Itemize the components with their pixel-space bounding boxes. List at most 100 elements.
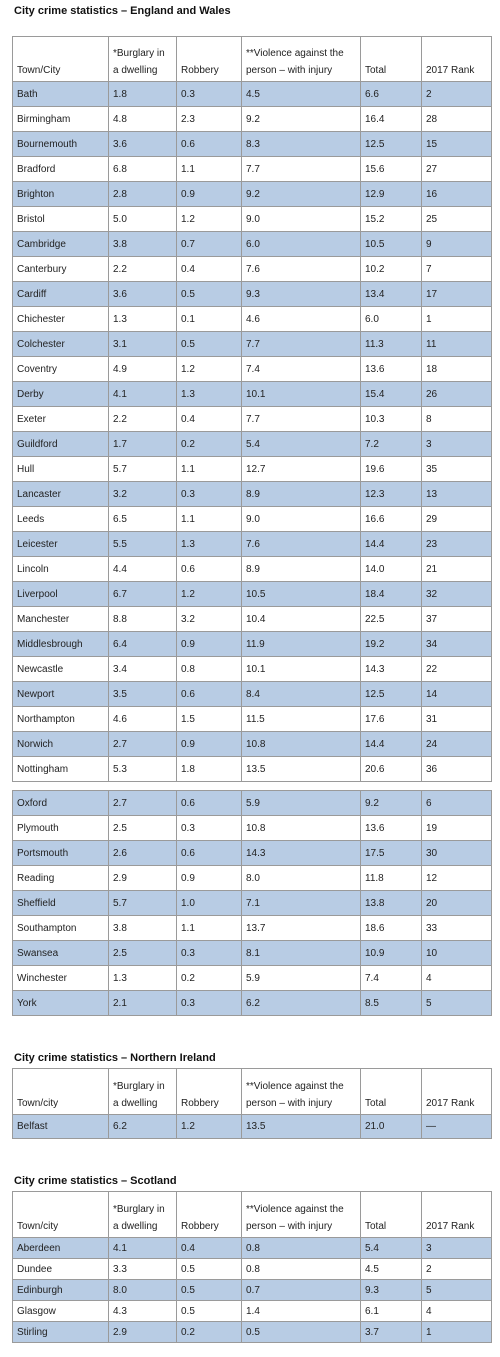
table-row: Southampton 3.8 1.1 13.7 18.6 33 (12, 915, 492, 941)
header-rank: 2017 Rank (421, 36, 492, 82)
burglary-cell: 2.5 (108, 940, 177, 966)
table-row: Liverpool 6.7 1.2 10.5 18.4 32 (12, 581, 492, 607)
table-row: Canterbury 2.2 0.4 7.6 10.2 7 (12, 256, 492, 282)
total-cell: 11.3 (360, 331, 422, 357)
total-cell: 21.0 (360, 1114, 422, 1139)
violence-cell: 8.1 (241, 940, 361, 966)
total-cell: 13.6 (360, 356, 422, 382)
header-total: Total (360, 1191, 422, 1238)
table-row: Winchester 1.3 0.2 5.9 7.4 4 (12, 965, 492, 991)
violence-cell: 1.4 (241, 1300, 361, 1322)
table-row: Northampton 4.6 1.5 11.5 17.6 31 (12, 706, 492, 732)
header-burglary-line2: a dwelling (113, 1221, 158, 1232)
header-burglary-line1: *Burglary in (113, 1081, 165, 1092)
table-row: York 2.1 0.3 6.2 8.5 5 (12, 990, 492, 1016)
violence-cell: 0.5 (241, 1321, 361, 1343)
table-row: Oxford 2.7 0.6 5.9 9.2 6 (12, 790, 492, 816)
town-cell: Belfast (12, 1114, 109, 1139)
header-burglary-line1: *Burglary in (113, 48, 165, 59)
header-rank: 2017 Rank (421, 1191, 492, 1238)
total-cell: 5.4 (360, 1237, 422, 1259)
violence-cell: 7.6 (241, 531, 361, 557)
scotland-table: Town/city *Burglary in a dwelling Robbery… (12, 1191, 492, 1343)
total-cell: 7.2 (360, 431, 422, 457)
town-cell: Cambridge (12, 231, 109, 257)
table-row: Bristol 5.0 1.2 9.0 15.2 25 (12, 206, 492, 232)
burglary-cell: 3.4 (108, 656, 177, 682)
town-cell: Oxford (12, 790, 109, 816)
violence-cell: 13.7 (241, 915, 361, 941)
burglary-cell: 3.8 (108, 915, 177, 941)
violence-cell: 7.7 (241, 406, 361, 432)
rank-cell: 2 (421, 1258, 492, 1280)
table-row: Swansea 2.5 0.3 8.1 10.9 10 (12, 940, 492, 966)
town-cell: Dundee (12, 1258, 109, 1280)
violence-cell: 9.2 (241, 181, 361, 207)
rank-cell: 23 (421, 531, 492, 557)
rank-cell: 12 (421, 865, 492, 891)
rank-cell: 6 (421, 790, 492, 816)
town-cell: Reading (12, 865, 109, 891)
rank-cell: 7 (421, 256, 492, 282)
table-row: Belfast 6.2 1.2 13.5 21.0— (12, 1114, 492, 1139)
burglary-cell: 5.5 (108, 531, 177, 557)
header-violence: **Violence against the person – with inju… (241, 36, 361, 82)
table-row: Leicester 5.5 1.3 7.6 14.4 23 (12, 531, 492, 557)
burglary-cell: 4.9 (108, 356, 177, 382)
total-cell: 10.5 (360, 231, 422, 257)
rank-cell: 2 (421, 81, 492, 107)
robbery-cell: 1.8 (176, 756, 242, 782)
rank-cell: 10 (421, 940, 492, 966)
robbery-cell: 1.1 (176, 156, 242, 182)
total-cell: 3.7 (360, 1321, 422, 1343)
violence-cell: 14.3 (241, 840, 361, 866)
table-row: Chichester 1.3 0.1 4.6 6.0 1 (12, 306, 492, 332)
robbery-cell: 0.1 (176, 306, 242, 332)
total-cell: 17.6 (360, 706, 422, 732)
total-cell: 15.6 (360, 156, 422, 182)
robbery-cell: 0.2 (176, 431, 242, 457)
total-cell: 9.3 (360, 1279, 422, 1301)
header-burglary-line1: *Burglary in (113, 1204, 165, 1215)
table-row: Middlesbrough 6.4 0.9 11.9 19.2 34 (12, 631, 492, 657)
violence-cell: 8.0 (241, 865, 361, 891)
town-cell: Canterbury (12, 256, 109, 282)
table-row: Edinburgh 8.0 0.5 0.7 9.3 5 (12, 1279, 492, 1301)
town-cell: Derby (12, 381, 109, 407)
town-cell: Plymouth (12, 815, 109, 841)
robbery-cell: 1.2 (176, 206, 242, 232)
total-cell: 18.4 (360, 581, 422, 607)
burglary-cell: 1.3 (108, 306, 177, 332)
burglary-cell: 2.2 (108, 256, 177, 282)
robbery-cell: 0.4 (176, 1237, 242, 1259)
table-body: Bath 1.8 0.3 4.5 6.6 2 Birmingham 4.8 2.3 9.2 16.4… (12, 81, 492, 782)
header-total: Total (360, 36, 422, 82)
violence-cell: 5.9 (241, 790, 361, 816)
robbery-cell: 0.5 (176, 1279, 242, 1301)
violence-cell: 5.4 (241, 431, 361, 457)
header-burglary: *Burglary in a dwelling (108, 36, 177, 82)
robbery-cell: 0.7 (176, 231, 242, 257)
robbery-cell: 1.2 (176, 581, 242, 607)
header-robbery: Robbery (176, 1191, 242, 1238)
burglary-cell: 3.8 (108, 231, 177, 257)
rank-cell: 9 (421, 231, 492, 257)
total-cell: 10.9 (360, 940, 422, 966)
header-total: Total (360, 1068, 422, 1115)
violence-cell: 5.9 (241, 965, 361, 991)
table-row: Plymouth 2.5 0.3 10.8 13.6 19 (12, 815, 492, 841)
robbery-cell: 0.4 (176, 256, 242, 282)
burglary-cell: 5.0 (108, 206, 177, 232)
rank-cell: 3 (421, 1237, 492, 1259)
table-row: Bournemouth 3.6 0.6 8.3 12.5 15 (12, 131, 492, 157)
burglary-cell: 2.2 (108, 406, 177, 432)
violence-cell: 10.4 (241, 606, 361, 632)
rank-cell: 24 (421, 731, 492, 757)
robbery-cell: 1.2 (176, 1114, 242, 1139)
burglary-cell: 5.7 (108, 890, 177, 916)
burglary-cell: 4.8 (108, 106, 177, 132)
burglary-cell: 2.7 (108, 731, 177, 757)
robbery-cell: 0.9 (176, 731, 242, 757)
rank-cell: — (421, 1114, 492, 1139)
rank-cell: 1 (421, 306, 492, 332)
